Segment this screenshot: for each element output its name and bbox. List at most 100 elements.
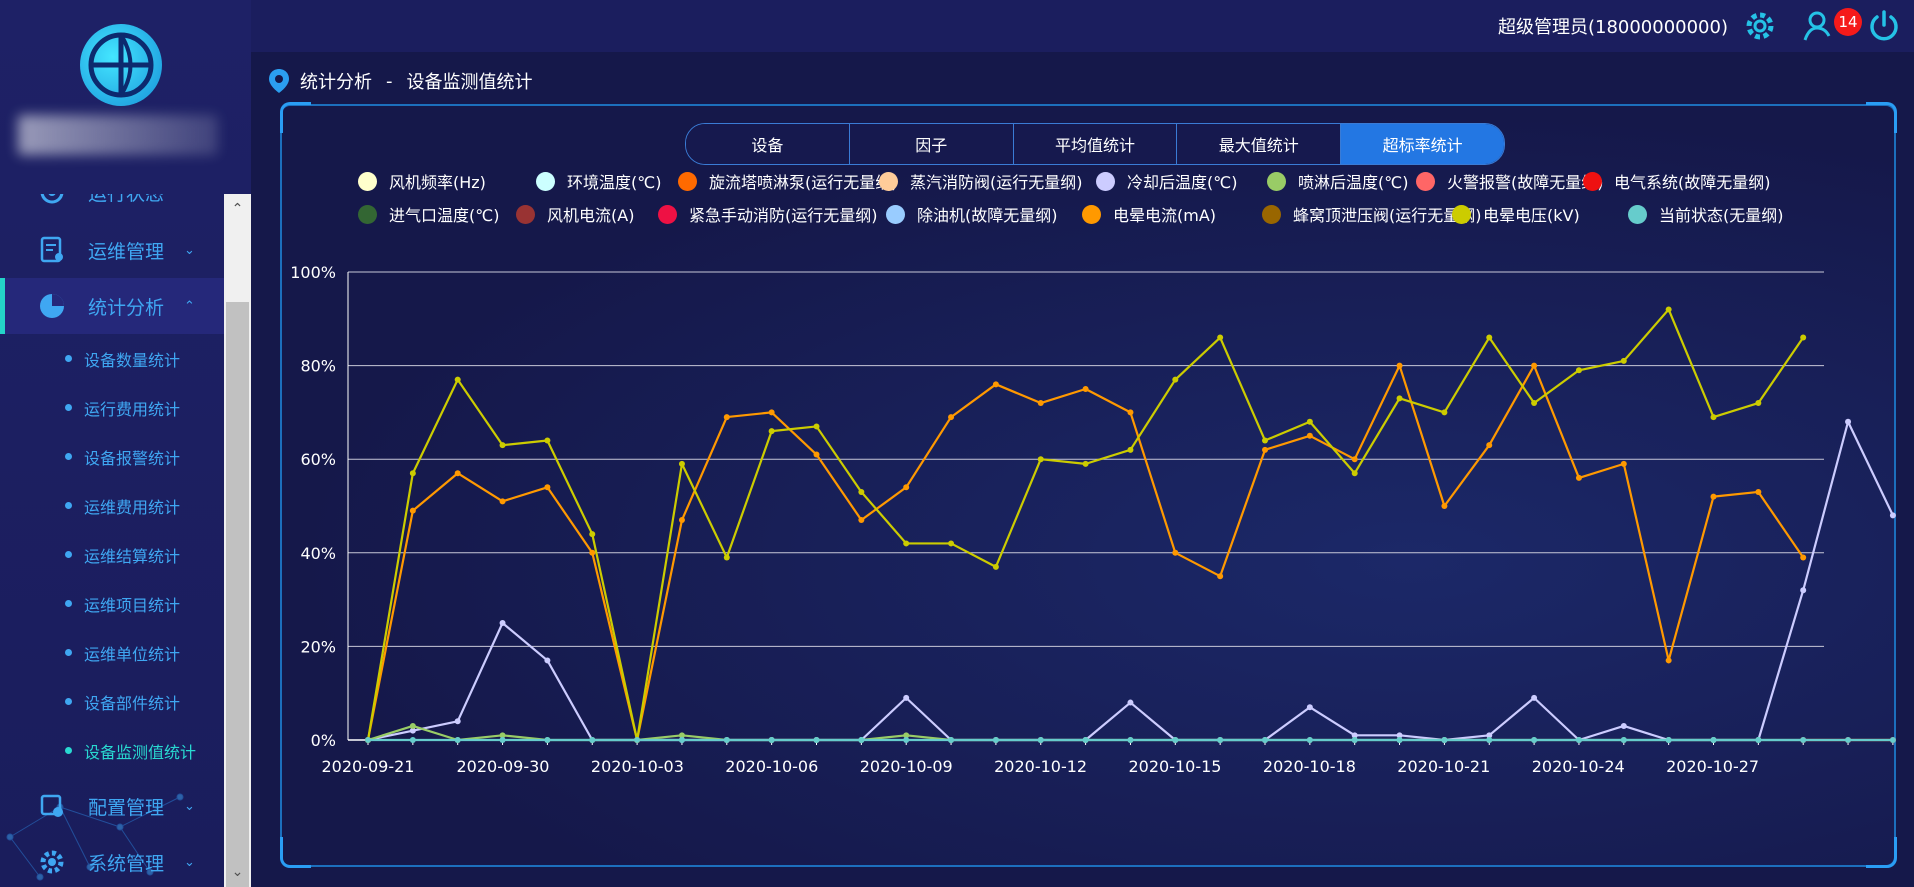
legend-item[interactable]: 进气口温度(℃) [358,201,499,227]
data-point [992,737,999,743]
legend-item[interactable]: 风机电流(A) [516,201,634,227]
data-point [1441,409,1448,416]
submenu-run-cost[interactable]: 运行费用统计 [0,383,224,432]
sidebar-item-statistics[interactable]: 统计分析 ⌃ [0,278,224,334]
notification-badge[interactable]: 14 [1834,8,1862,36]
submenu-ops-settlement[interactable]: 运维结算统计 [0,530,224,579]
legend-swatch [1452,204,1471,224]
legend-item[interactable]: 蜂窝顶泄压阀(运行无量纲) [1262,201,1482,227]
series-line [367,420,1894,742]
data-point [1531,400,1538,407]
user-admin-icon[interactable] [1801,8,1837,44]
panel-corner [1866,102,1897,133]
data-point [1127,409,1134,416]
tab-exceed-rate[interactable]: 超标率统计 [1341,124,1504,164]
legend-swatch [879,171,898,191]
legend-item[interactable]: 冷却后温度(℃) [1096,168,1237,194]
gear-icon [38,848,66,876]
breadcrumb-separator: - [386,70,393,92]
tab-maximum[interactable]: 最大值统计 [1177,124,1342,164]
legend-label: 火警报警(故障无量纲) [1447,173,1604,192]
submenu-device-parts[interactable]: 设备部件统计 [0,677,224,726]
tab-device[interactable]: 设备 [686,124,850,164]
y-tick-label: 20% [300,637,336,656]
tab-factor[interactable]: 因子 [849,124,1014,164]
data-point [1217,334,1224,341]
data-point [1306,418,1313,425]
submenu-ops-unit[interactable]: 运维单位统计 [0,628,224,677]
data-point [1082,386,1089,392]
legend-item[interactable]: 除油机(故障无量纲) [886,201,1058,227]
submenu-label: 设备部件统计 [84,693,181,713]
data-point [499,737,506,743]
data-point [813,737,820,743]
breadcrumb-page: 设备监测值统计 [406,72,533,93]
data-point [1351,737,1358,743]
legend-item[interactable]: 当前状态(无量纲) [1628,201,1784,227]
legend-item[interactable]: 电晕电压(kV) [1452,201,1580,227]
submenu-ops-cost[interactable]: 运维费用统计 [0,481,224,530]
breadcrumb-section[interactable]: 统计分析 [300,72,372,93]
sidebar: 运行状态 运维管理 ⌄ 统计分析 ⌃ 设备数量统计 运行费用统计 设备报警统计 … [0,0,251,887]
sidebar-item-run-status[interactable]: 运行状态 [0,194,224,220]
sidebar-item-config-management[interactable]: 配置管理 ⌄ [0,778,224,834]
sidebar-item-system-management[interactable]: 系统管理 ⌄ [0,834,224,887]
data-point [1127,699,1134,706]
data-point [454,470,461,477]
scroll-thumb[interactable] [226,302,249,887]
legend-item[interactable]: 环境温度(℃) [536,168,661,194]
data-point [1620,460,1627,467]
submenu-label: 运行费用统计 [84,399,181,419]
y-tick-label: 40% [300,544,336,563]
data-point [1665,737,1672,743]
x-tick-label: 2020-10-06 [725,757,818,776]
data-point [1710,737,1717,743]
legend-item[interactable]: 电气系统(故障无量纲) [1583,168,1771,194]
submenu-device-monitor-value[interactable]: 设备监测值统计 [0,726,224,775]
legend-label: 电气系统(故障无量纲) [1614,173,1771,192]
submenu-device-alarm[interactable]: 设备报警统计 [0,432,224,481]
power-icon[interactable] [1866,8,1902,44]
data-point [678,517,685,524]
legend-swatch [1628,204,1647,224]
gear-icon[interactable] [1742,8,1778,44]
legend-item[interactable]: 旋流塔喷淋泵(运行无量纲) [678,168,898,194]
data-point [499,732,506,739]
data-point [813,451,820,458]
submenu-ops-project[interactable]: 运维项目统计 [0,579,224,628]
data-point [1217,737,1224,743]
sidebar-item-ops-management[interactable]: 运维管理 ⌄ [0,222,224,278]
data-point [1665,306,1672,313]
data-point [454,737,461,743]
data-point [1889,512,1896,519]
sidebar-item-label: 统计分析 [88,296,165,319]
legend-item[interactable]: 风机频率(Hz) [358,168,486,194]
tab-average[interactable]: 平均值统计 [1013,124,1178,164]
legend-label: 进气口温度(℃) [389,206,500,225]
data-point [1262,437,1268,444]
data-point [1755,737,1762,743]
submenu-device-count[interactable]: 设备数量统计 [0,334,224,383]
data-point [1351,456,1358,463]
scroll-down-arrow-icon[interactable]: ⌄ [231,864,244,880]
sidebar-scrollbar[interactable]: ⌃ ⌄ [224,194,251,887]
data-point [1037,737,1044,743]
data-point [1755,488,1762,495]
legend-item[interactable]: 喷淋后温度(℃) [1267,168,1408,194]
data-point [1575,737,1582,743]
legend-item[interactable]: 火警报警(故障无量纲) [1416,168,1604,194]
legend-item[interactable]: 蒸汽消防阀(运行无量纲) [879,168,1083,194]
data-point [903,694,910,701]
legend-swatch [1082,204,1101,224]
data-point [499,620,506,626]
data-point [768,409,775,416]
scroll-up-arrow-icon[interactable]: ⌃ [231,201,244,217]
data-point [1486,732,1493,739]
x-tick-label: 2020-09-21 [322,757,415,776]
user-name[interactable]: 超级管理员(18000000000) [1497,17,1728,38]
legend-item[interactable]: 紧急手动消防(运行无量纲) [658,201,878,227]
legend-swatch [886,204,905,224]
legend-item[interactable]: 电晕电流(mA) [1082,201,1216,227]
x-tick-label: 2020-10-24 [1532,757,1625,776]
data-point [589,549,596,556]
